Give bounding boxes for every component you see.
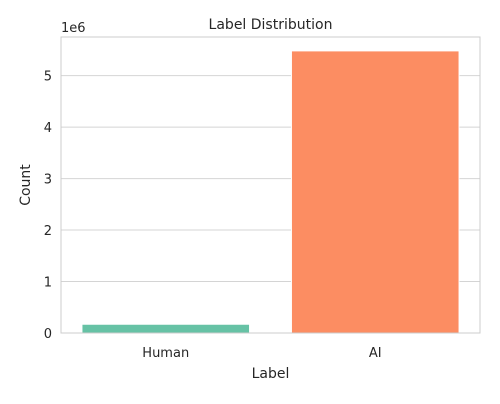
y-tick-labels: 0 1 2 3 4 5 xyxy=(44,70,52,342)
chart-title: Label Distribution xyxy=(209,17,333,33)
y-tick-label: 3 xyxy=(44,173,52,188)
y-tick-label: 4 xyxy=(44,121,52,136)
plot-frame xyxy=(60,36,481,334)
y-offset-label: 1e6 xyxy=(61,21,86,36)
x-axis-title: Label xyxy=(252,366,290,382)
x-tick-label: Human xyxy=(142,346,189,361)
y-axis-title: Count xyxy=(18,164,34,206)
bars xyxy=(81,50,460,334)
y-tick-label: 5 xyxy=(44,70,52,85)
x-tick-label: AI xyxy=(369,346,382,361)
bar-human xyxy=(81,323,251,334)
y-tick-label: 2 xyxy=(44,224,52,239)
bar-ai xyxy=(290,50,460,334)
y-tick-label: 0 xyxy=(44,327,52,342)
x-tick-labels: Human AI xyxy=(142,346,381,361)
y-tick-label: 1 xyxy=(44,276,52,291)
